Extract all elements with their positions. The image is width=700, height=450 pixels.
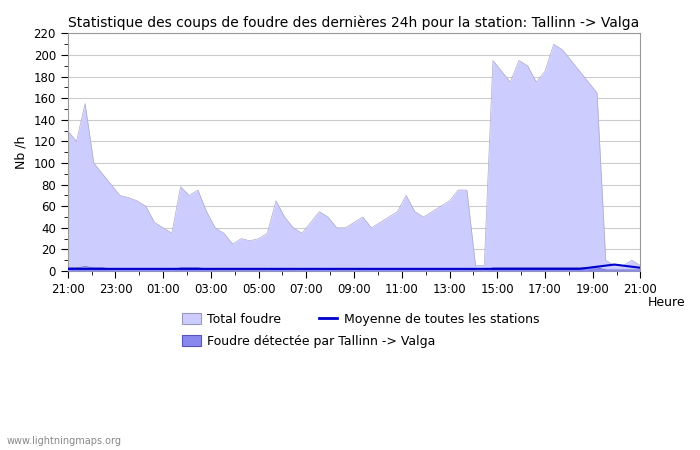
Text: Heure: Heure [648, 296, 685, 309]
Title: Statistique des coups de foudre des dernières 24h pour la station: Tallinn -> Va: Statistique des coups de foudre des dern… [69, 15, 640, 30]
Text: www.lightningmaps.org: www.lightningmaps.org [7, 436, 122, 446]
Y-axis label: Nb /h: Nb /h [15, 135, 28, 169]
Legend: Foudre détectée par Tallinn -> Valga: Foudre détectée par Tallinn -> Valga [177, 329, 440, 352]
